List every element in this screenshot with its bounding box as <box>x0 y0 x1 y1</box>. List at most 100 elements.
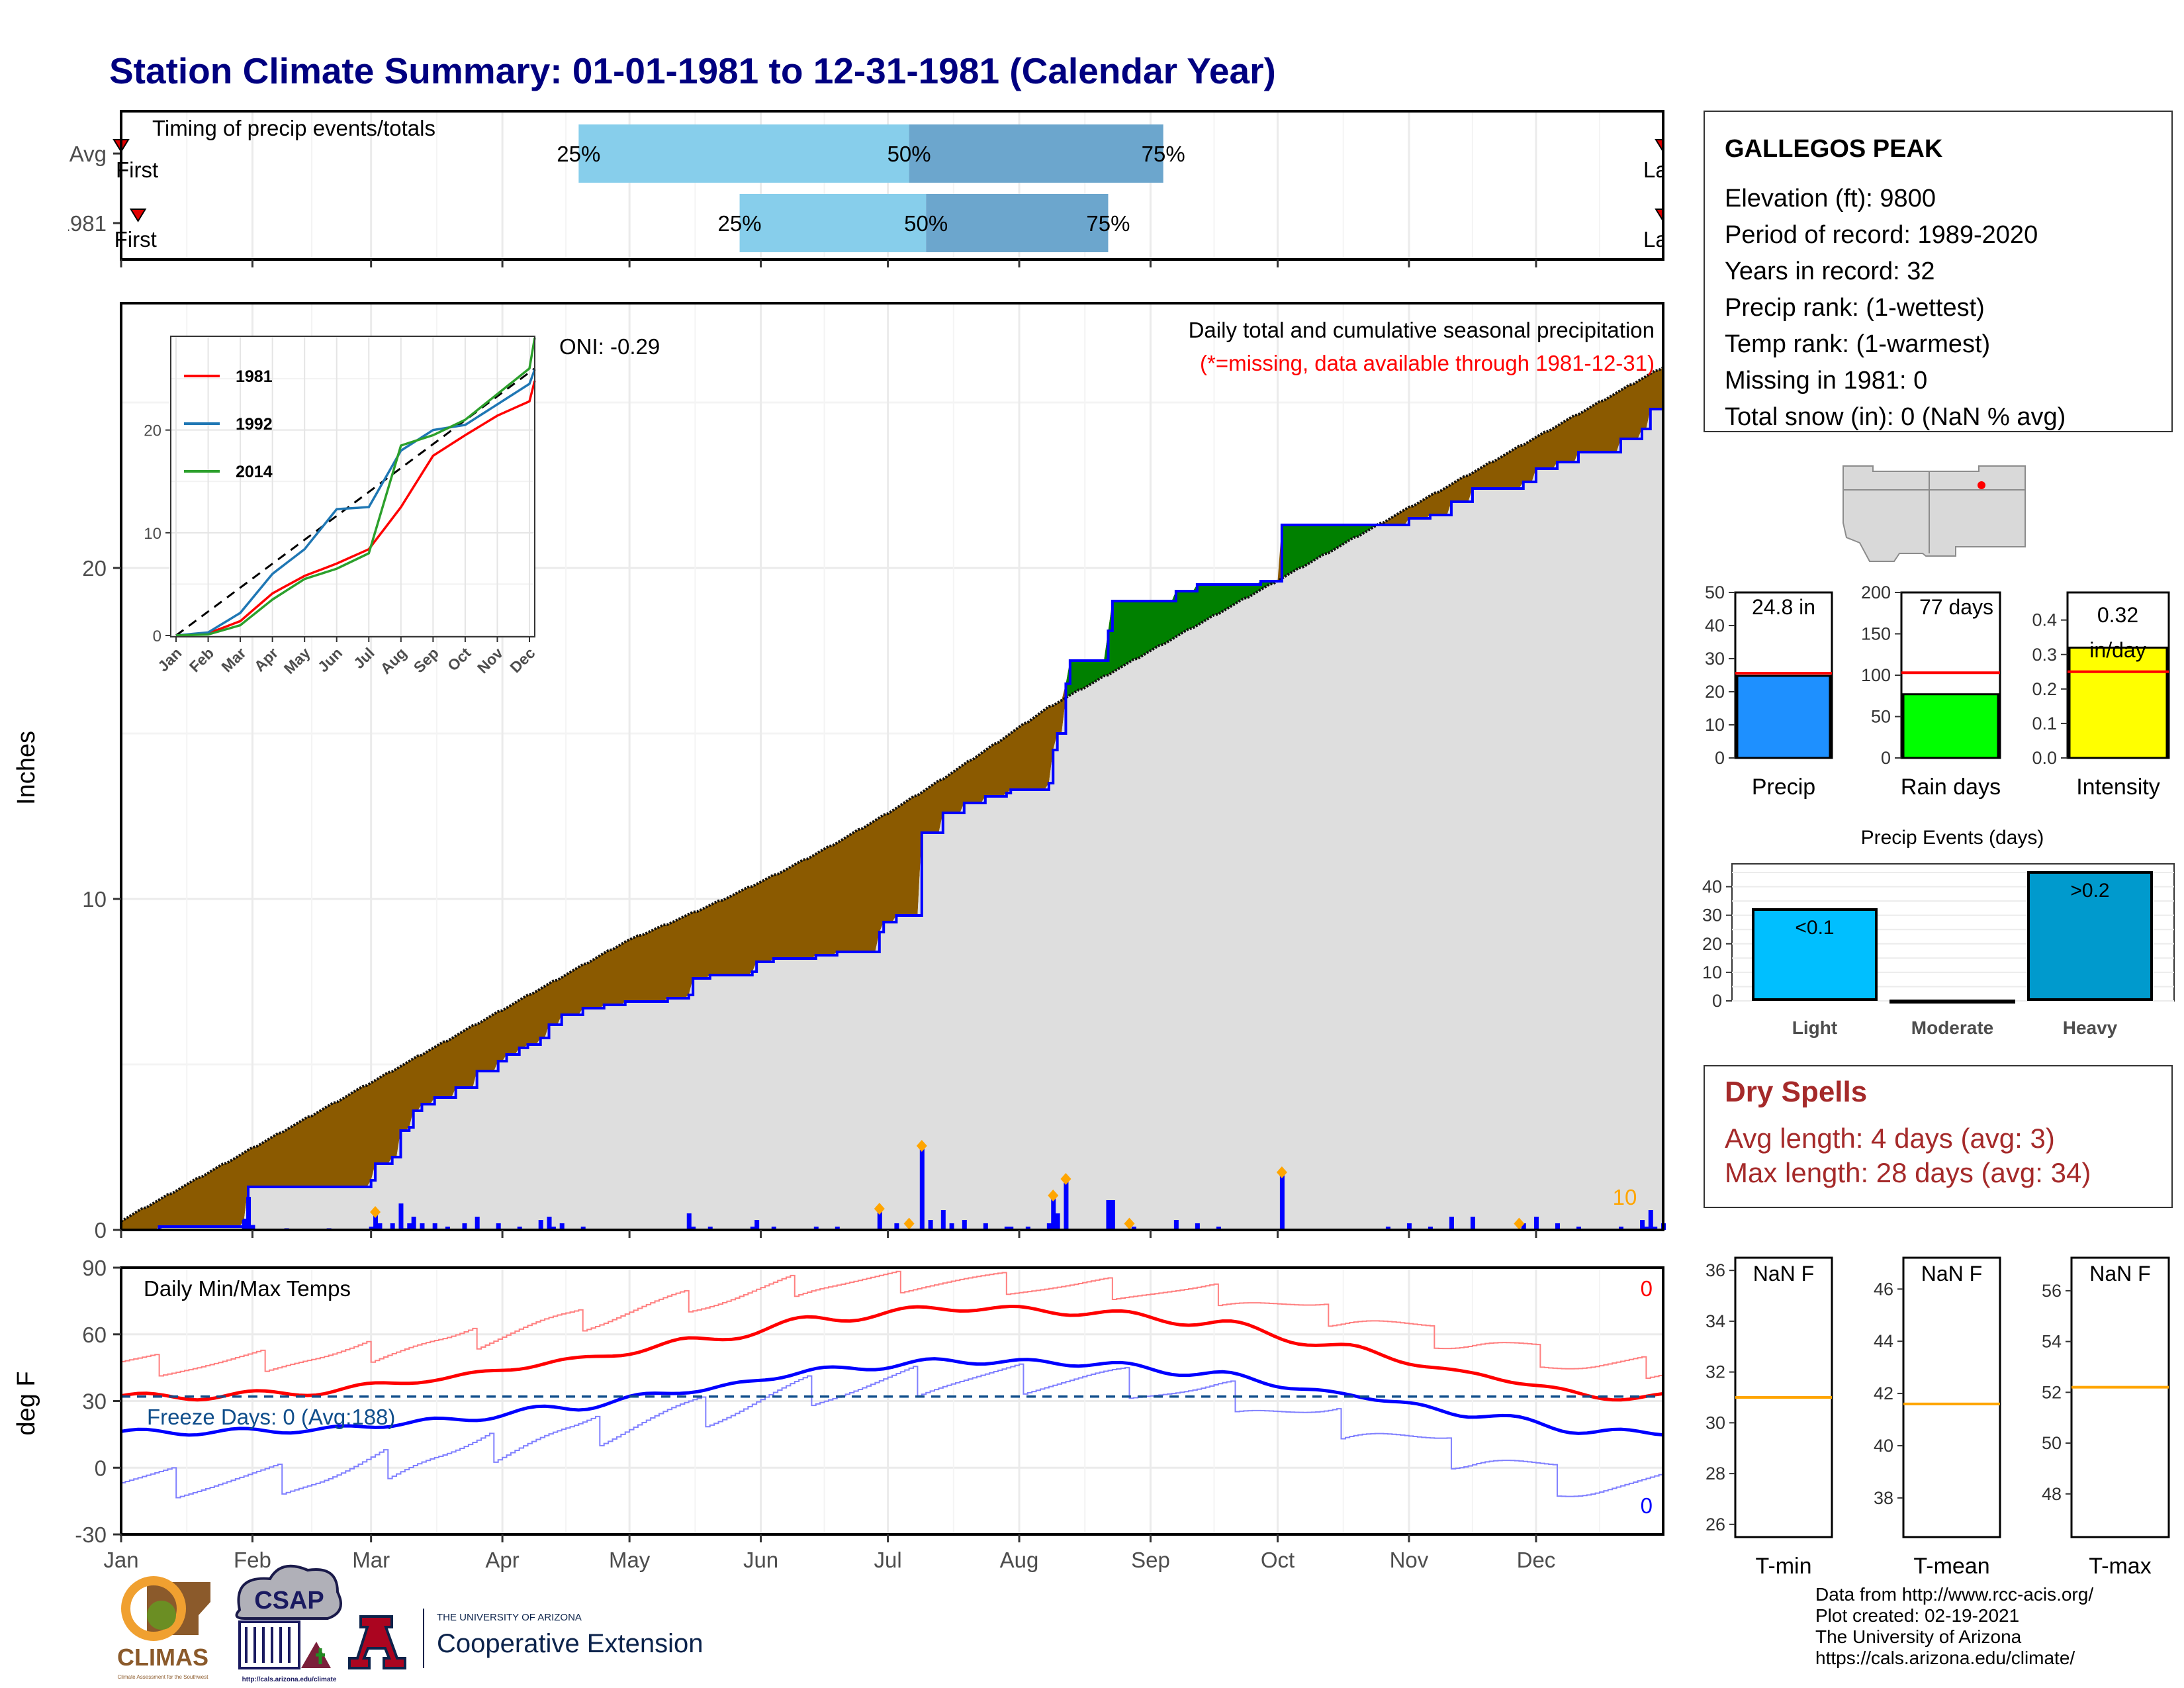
daily-precip-bar <box>1533 1217 1539 1230</box>
freeze-days-label: Freeze Days: 0 (Avg:188) <box>147 1405 395 1429</box>
daily-precip-bar <box>1653 1227 1658 1230</box>
intensity-unit-label: in/day <box>2089 638 2146 662</box>
summary-bar <box>1902 693 1999 759</box>
temp-summary-y-tick-label: 48 <box>2042 1484 2062 1504</box>
normal-cumulative-line <box>120 366 1664 1223</box>
first-event-marker-icon <box>129 209 147 222</box>
daily-precip-bar <box>940 1210 946 1230</box>
daily-precip-bar <box>547 1217 552 1230</box>
daily-precip-bar <box>462 1223 467 1230</box>
station-info-line: Total snow (in): 0 (NaN % avg) <box>1725 403 2066 431</box>
temp-summary-value: NaN F <box>1753 1262 1814 1286</box>
daily-precip-bar <box>686 1213 692 1230</box>
timing-right-mask <box>1664 111 1691 259</box>
daily-precip-bar <box>949 1223 954 1230</box>
timing-pct-label: 25% <box>557 142 600 166</box>
temp-summary-y-tick-label: 46 <box>1874 1279 1893 1299</box>
events-bar <box>2027 870 2153 1001</box>
events-bar <box>1889 1000 2015 1004</box>
daily-precip-bar <box>1025 1227 1030 1230</box>
temp-summary-y-tick-label: 52 <box>2042 1382 2062 1402</box>
summary-y-tick-label: 0.1 <box>2032 714 2057 733</box>
heavy-day-marker-icon <box>1514 1217 1525 1230</box>
temp-summary-y-tick-label: 34 <box>1706 1311 1725 1331</box>
temps-panel: Daily Min/Max Temps Freeze Days: 0 (Avg:1… <box>13 1256 1664 1572</box>
daily-precip-bar <box>580 1227 586 1230</box>
daily-precip-bar <box>813 1227 819 1230</box>
daily-precip-bar <box>707 1227 713 1230</box>
inset-legend-label: 1992 <box>236 415 273 434</box>
average-min-temp-line <box>120 1357 1664 1437</box>
daily-precip-bar <box>246 1197 251 1230</box>
daily-precip-bar <box>754 1220 760 1230</box>
daily-precip-bar <box>1618 1227 1623 1230</box>
credit-line: Plot created: 02-19-2021 <box>1815 1605 2019 1626</box>
daily-precip-bar <box>1406 1223 1412 1230</box>
daily-precip-bar <box>919 1147 925 1230</box>
daily-precip-bar <box>877 1210 882 1230</box>
temp-summary-x-label: T-min <box>1756 1554 1812 1579</box>
station-info-line: Elevation (ft): 9800 <box>1725 185 1936 212</box>
csap-cactus-icon <box>316 1648 325 1664</box>
precip-panel-subtitle: (*=missing, data available through 1981-… <box>1200 351 1655 375</box>
daily-precip-bar <box>420 1223 425 1230</box>
daily-precip-bar <box>242 1220 247 1230</box>
timing-row-label: Avg <box>69 142 107 166</box>
summary-x-label: Intensity <box>2076 774 2160 800</box>
summary-bar <box>1736 675 1831 759</box>
daily-precip-bar <box>432 1223 437 1230</box>
timing-bar-25-50 <box>739 194 927 252</box>
inset-legend-label: 1981 <box>236 367 273 386</box>
daily-precip-bar <box>250 1225 255 1230</box>
temp-summary-y-tick-label: 54 <box>2042 1332 2062 1352</box>
temps-y-axis-title: deg F <box>13 1371 40 1435</box>
precip-panel-title: Daily total and cumulative seasonal prec… <box>1189 318 1655 342</box>
daily-precip-bar <box>1449 1217 1454 1230</box>
events-y-tick-label: 20 <box>1702 934 1722 954</box>
temp-summary-y-tick-label: 28 <box>1706 1464 1725 1483</box>
oni-label: ONI: -0.29 <box>559 334 660 359</box>
below-normal-area <box>121 367 1663 1230</box>
station-name: GALLEGOS PEAK <box>1725 135 1943 163</box>
page-title: Station Climate Summary: 01-01-1981 to 1… <box>109 50 1276 91</box>
daily-precip-bar <box>750 1227 755 1230</box>
daily-precip-bar <box>1576 1227 1581 1230</box>
daily-precip-bar <box>1131 1227 1136 1230</box>
temp-summary-y-tick-label: 44 <box>1874 1331 1893 1351</box>
events-bar-label: <0.1 <box>1795 917 1834 939</box>
cumulative-precip-area <box>121 409 1663 1230</box>
heavy-day-marker-icon <box>1060 1173 1071 1185</box>
summary-bar-charts: 0 10 20 30 40 50 Precip 24.8 in 0 50 100 150 200 Rain… <box>1705 583 2170 800</box>
daily-precip-bar <box>377 1223 383 1230</box>
heavy-day-marker-icon <box>903 1217 915 1230</box>
daily-precip-bar <box>771 1227 776 1230</box>
inset-legend-label: 2014 <box>236 463 273 481</box>
daily-precip-bar <box>496 1223 501 1230</box>
station-info-box: GALLEGOS PEAK Elevation (ft): 9800 Period … <box>1704 111 2173 432</box>
daily-precip-bar <box>551 1227 556 1230</box>
summary-y-tick-label: 150 <box>1861 624 1891 644</box>
min-missing-label: 0 <box>1641 1493 1653 1518</box>
temps-y-tick-label: 90 <box>82 1256 107 1280</box>
temp-summary-y-tick-label: 26 <box>1706 1515 1725 1534</box>
temps-x-tick-label: Dec <box>1517 1548 1556 1572</box>
summary-y-tick-label: 40 <box>1705 616 1725 635</box>
temps-y-tick-label: 0 <box>95 1456 107 1480</box>
precip-y-tick-label: 10 <box>82 887 107 912</box>
observed-max-temp-line <box>121 1270 1664 1379</box>
inset-y-tick-label: 20 <box>144 422 161 440</box>
daily-precip-bar <box>475 1217 480 1230</box>
temps-x-tick-label: Nov <box>1390 1548 1429 1572</box>
daily-precip-bar <box>373 1213 379 1230</box>
summary-y-tick-label: 30 <box>1705 649 1725 669</box>
events-bar-label: >0.2 <box>2070 880 2109 902</box>
inset-y-tick-label: 0 <box>153 628 161 645</box>
daily-precip-bar <box>1428 1227 1433 1230</box>
daily-precip-bar <box>1064 1180 1069 1230</box>
timing-bar-25-50 <box>578 124 909 183</box>
temps-panel-title: Daily Min/Max Temps <box>144 1276 351 1301</box>
location-map <box>1839 461 2029 564</box>
daily-precip-bar <box>1648 1210 1653 1230</box>
